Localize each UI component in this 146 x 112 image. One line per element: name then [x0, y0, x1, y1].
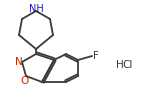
- Text: NH: NH: [29, 3, 43, 13]
- Text: F: F: [93, 51, 99, 60]
- Text: H: H: [116, 59, 124, 69]
- Text: N: N: [15, 56, 23, 66]
- Text: O: O: [20, 75, 28, 85]
- Text: Cl: Cl: [122, 59, 132, 69]
